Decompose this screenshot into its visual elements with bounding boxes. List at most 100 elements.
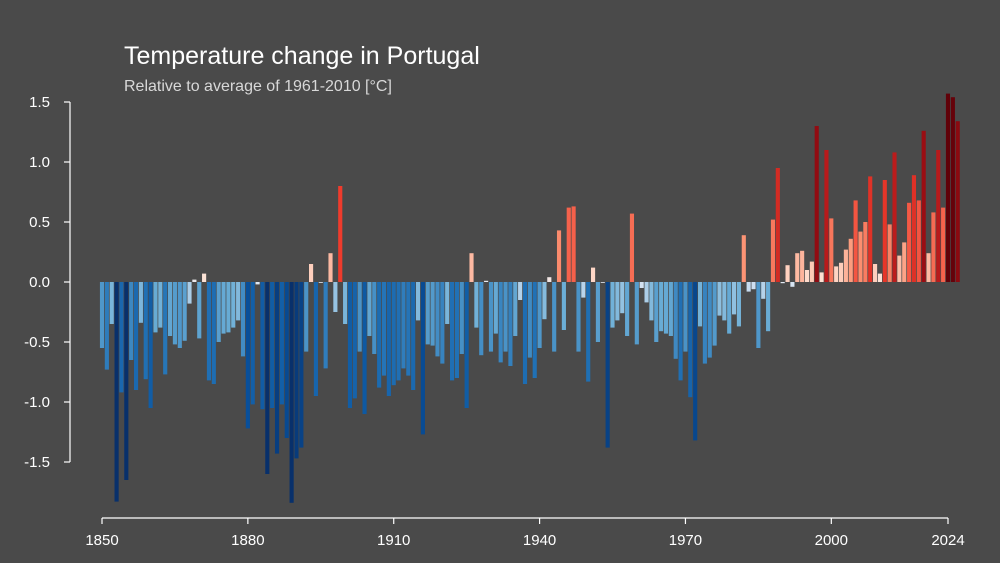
- bar-1884: [265, 282, 270, 474]
- bar-1929: [484, 280, 489, 282]
- bar-1965: [659, 282, 664, 332]
- bar-1983: [746, 282, 751, 292]
- bar-2010: [877, 273, 882, 282]
- bar-1895: [318, 282, 323, 283]
- y-tick-label: 1.5: [29, 94, 50, 111]
- bar-1901: [347, 282, 353, 408]
- bar-1934: [508, 282, 513, 366]
- bar-1955: [610, 282, 615, 328]
- bar-1853: [114, 282, 119, 502]
- bar-2017: [911, 175, 917, 282]
- y-tick-label: -1.5: [24, 454, 50, 471]
- x-axis: 1850 1880 1910 1940 1970 2000 2024: [85, 517, 965, 549]
- bar-2024: [945, 93, 951, 282]
- bar-1876: [226, 282, 231, 333]
- bar-2021: [931, 212, 936, 282]
- x-tick-label: 1910: [377, 532, 410, 549]
- bar-1942: [547, 277, 552, 282]
- bar-1963: [649, 282, 654, 321]
- bar-1855: [124, 282, 129, 480]
- bar-2016: [907, 202, 912, 282]
- bar-2020: [926, 253, 931, 282]
- bar-2025: [950, 97, 955, 282]
- bar-1874: [216, 282, 221, 342]
- bar-1923: [454, 282, 459, 378]
- bar-2008: [868, 176, 873, 282]
- bar-1964: [654, 282, 659, 342]
- bar-2014: [897, 255, 902, 282]
- bar-1994: [800, 250, 805, 282]
- bar-1886: [274, 282, 280, 454]
- bar-1878: [236, 282, 241, 321]
- bar-1861: [153, 282, 158, 333]
- bar-1979: [727, 282, 732, 334]
- bar-2007: [863, 222, 868, 282]
- bar-1900: [343, 282, 348, 324]
- bar-1944: [556, 230, 562, 282]
- bar-1926: [469, 253, 474, 282]
- bar-1932: [498, 282, 503, 363]
- x-tick-label: 1850: [85, 532, 118, 549]
- bar-1854: [119, 282, 124, 393]
- bar-1953: [600, 282, 605, 283]
- bar-1873: [211, 282, 216, 384]
- bar-1997: [814, 126, 819, 282]
- x-tick-label: 1880: [231, 532, 264, 549]
- bar-1917: [425, 282, 430, 345]
- bar-1976: [712, 282, 717, 346]
- bar-1925: [464, 282, 469, 408]
- bar-1906: [372, 282, 377, 354]
- bar-1851: [104, 282, 109, 370]
- bar-2009: [873, 264, 878, 282]
- bar-1978: [722, 282, 727, 321]
- bar-1857: [133, 282, 139, 390]
- bar-2004: [848, 238, 853, 282]
- bar-1960: [634, 282, 639, 345]
- bar-1972: [693, 282, 698, 441]
- y-axis: 1.5 1.0 0.5 0.0 -0.5 -1.0 -1.5: [24, 94, 71, 471]
- bar-1850: [99, 282, 105, 348]
- bar-1986: [761, 282, 766, 299]
- y-tick-label: 1.0: [29, 154, 50, 171]
- bar-1898: [333, 282, 338, 312]
- bar-1888: [284, 282, 289, 438]
- bar-1956: [615, 282, 620, 321]
- bar-1922: [450, 282, 455, 381]
- y-tick-label: 0.5: [29, 214, 50, 231]
- bar-1924: [459, 282, 464, 354]
- bar-2022: [936, 150, 941, 282]
- bar-1875: [221, 282, 226, 334]
- bar-1897: [328, 253, 333, 282]
- bar-1863: [163, 282, 168, 375]
- bar-1872: [206, 282, 212, 381]
- bar-2019: [921, 130, 926, 282]
- bar-1941: [542, 282, 547, 320]
- bar-1877: [231, 282, 236, 328]
- bar-1985: [756, 282, 761, 348]
- bar-2000: [829, 218, 834, 282]
- bar-1993: [795, 253, 800, 282]
- bar-1969: [678, 282, 683, 381]
- bar-1982: [741, 235, 746, 282]
- bar-1907: [377, 282, 382, 388]
- bar-1880: [245, 282, 250, 429]
- bar-1951: [591, 267, 596, 282]
- bar-1933: [503, 282, 508, 352]
- bar-1858: [138, 282, 143, 323]
- bar-1865: [172, 282, 177, 345]
- bar-1871: [202, 273, 207, 282]
- bar-2012: [887, 224, 892, 282]
- bar-1908: [381, 282, 387, 376]
- bar-1887: [279, 282, 284, 405]
- bar-2018: [916, 200, 921, 282]
- bar-1904: [362, 282, 367, 414]
- bar-1909: [386, 282, 391, 396]
- bar-1928: [479, 282, 484, 356]
- bar-2001: [834, 266, 839, 282]
- bar-1866: [177, 282, 182, 348]
- bar-1989: [775, 168, 780, 282]
- bar-1860: [148, 282, 153, 408]
- bar-1913: [406, 282, 411, 376]
- bar-1937: [522, 282, 528, 384]
- bar-1902: [352, 282, 357, 399]
